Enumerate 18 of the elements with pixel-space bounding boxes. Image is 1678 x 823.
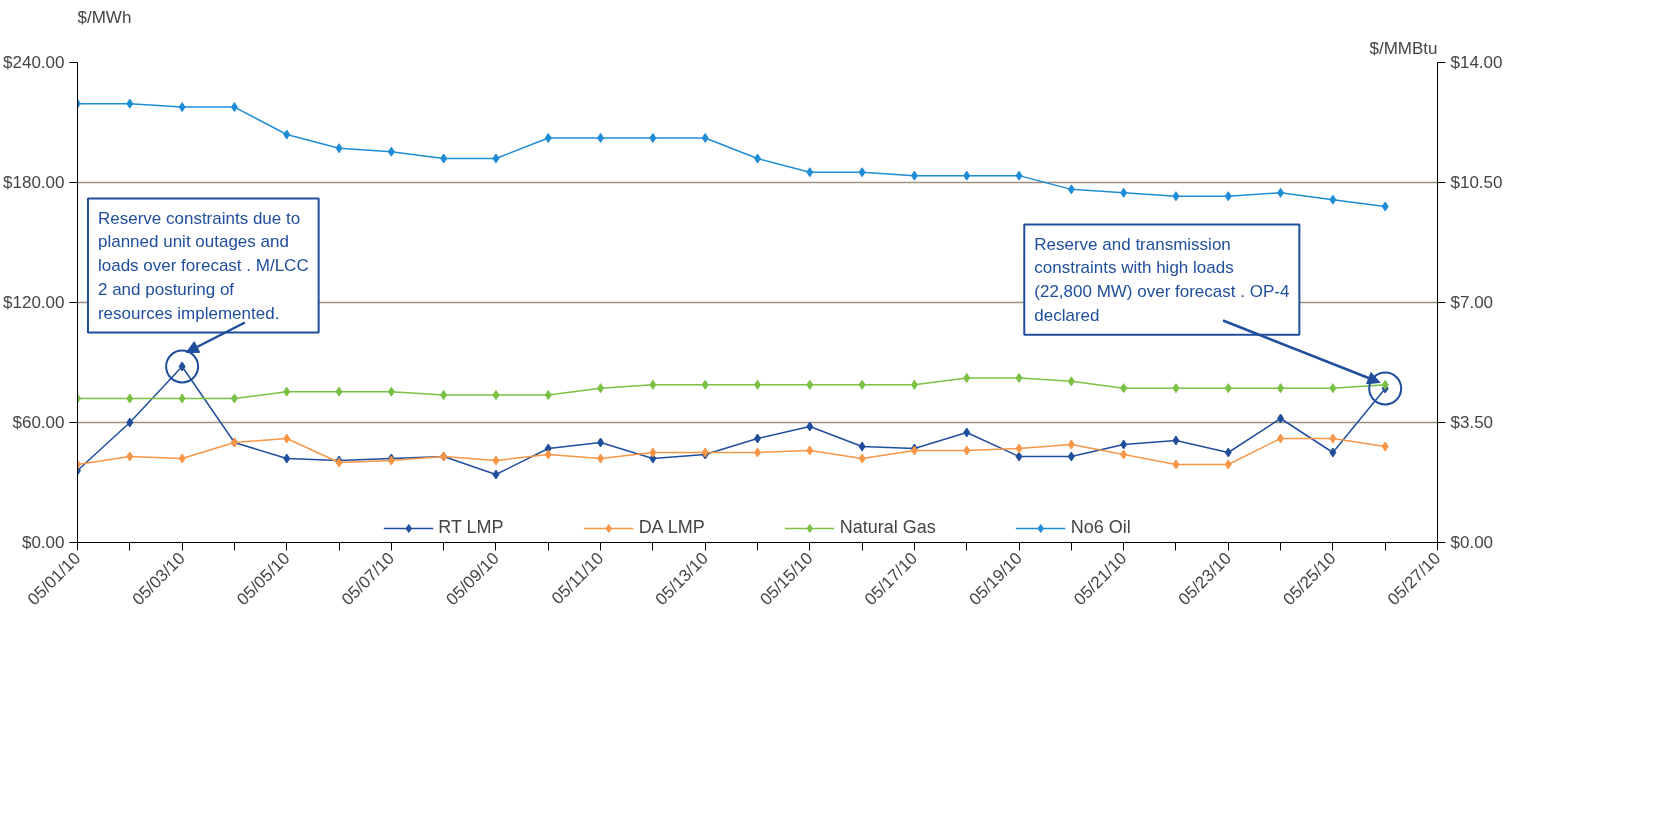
y-tick-label: $240.00 <box>3 53 65 72</box>
y2-tick-label: $10.50 <box>1450 173 1503 192</box>
annotation: Reserve constraints due to planned unit outages and loads over forecast . M/LCC 2 and posturing of resources implemented. <box>97 208 309 323</box>
legend-label: No6 Oil <box>1070 517 1131 538</box>
y2-tick-label: $0.00 <box>1450 533 1494 552</box>
y-tick-label: $0.00 <box>21 533 65 552</box>
y2-axis-title: $/MMBtu <box>1369 38 1438 58</box>
y-tick-label: $60.00 <box>12 413 65 432</box>
legend-label: DA LMP <box>638 517 705 538</box>
y-tick-label: $120.00 <box>3 293 65 312</box>
annotation: Reserve and transmission constraints with high loads (22,800 MW) over forecast . OP-4 declared <box>1034 234 1290 325</box>
y2-tick-label: $3.50 <box>1450 413 1494 432</box>
y-tick-label: $180.00 <box>3 173 65 192</box>
y-axis-title: $/MWh <box>77 7 132 27</box>
legend-label: RT LMP <box>438 517 504 538</box>
y2-tick-label: $7.00 <box>1450 293 1494 312</box>
legend-label: Natural Gas <box>839 517 936 538</box>
y2-tick-label: $14.00 <box>1450 53 1503 72</box>
